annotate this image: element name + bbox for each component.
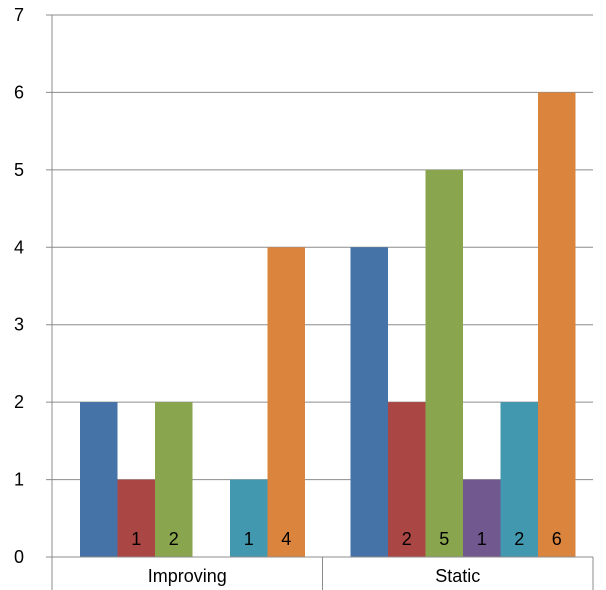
bar: [230, 479, 268, 557]
data-label: 4: [281, 529, 291, 549]
bars: [80, 92, 576, 558]
bar: [117, 479, 155, 557]
bar: [267, 247, 305, 558]
data-label: 2: [402, 529, 412, 549]
data-label: 5: [439, 529, 449, 549]
y-tick-label: 6: [14, 82, 24, 102]
gridlines: [46, 14, 593, 481]
data-label: 1: [244, 529, 254, 549]
bar: [350, 247, 388, 558]
data-label: 2: [514, 529, 524, 549]
bar: [538, 92, 576, 557]
x-category-label: Improving: [148, 566, 227, 586]
bar: [500, 402, 538, 557]
bar: [155, 402, 193, 557]
bar: [80, 402, 118, 557]
y-tick-label: 3: [14, 315, 24, 335]
x-category-label: Static: [435, 566, 480, 586]
bar: [388, 402, 426, 557]
labels: 0 1 2 3 4 5 6 7 1 2 1 4 Improving 2 5 1 2 6 Static: [14, 5, 562, 586]
y-tick-label: 1: [14, 470, 24, 490]
data-label: 1: [477, 529, 487, 549]
y-tick-label: 4: [14, 237, 24, 257]
data-label: 1: [131, 529, 141, 549]
y-tick-label: 2: [14, 392, 24, 412]
y-tick-label: 5: [14, 160, 24, 180]
y-tick-label: 7: [14, 5, 24, 25]
bar: [463, 479, 501, 557]
axes: [46, 15, 594, 590]
data-label: 6: [552, 529, 562, 549]
y-tick-label: 0: [14, 547, 24, 567]
bar: [425, 169, 463, 557]
data-label: 2: [169, 529, 179, 549]
